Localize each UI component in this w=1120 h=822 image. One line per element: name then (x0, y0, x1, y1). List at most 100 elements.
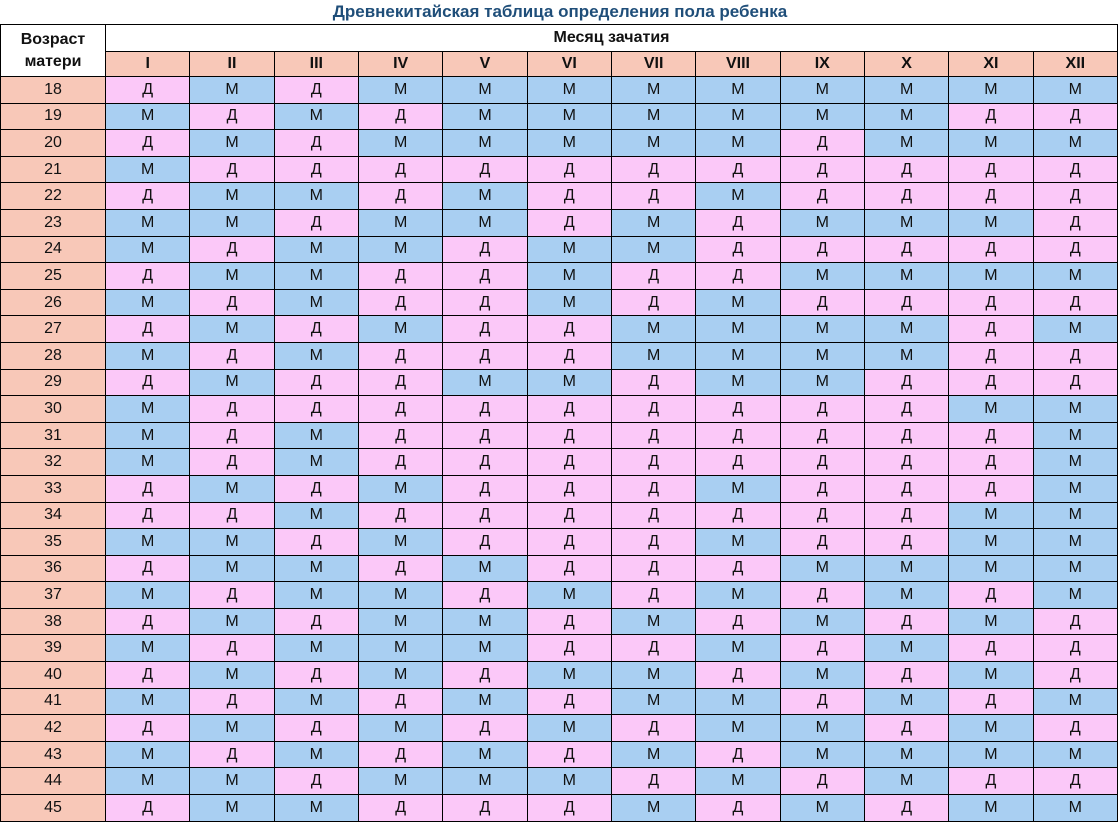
gender-cell: М (273, 634, 359, 663)
gender-cell: М (1032, 794, 1119, 822)
gender-cell: М (189, 262, 275, 290)
age-cell: 40 (0, 661, 106, 689)
gender-cell: Д (948, 288, 1034, 317)
gender-cell: Д (526, 421, 612, 450)
gender-cell: Д (189, 501, 275, 530)
gender-cell: Д (526, 687, 612, 716)
gender-cell: Д (104, 714, 191, 742)
gender-cell: М (695, 76, 781, 104)
age-cell: 44 (0, 767, 106, 796)
gender-cell: М (695, 634, 781, 663)
gender-cell: М (1032, 448, 1119, 476)
gender-cell: М (357, 208, 444, 237)
gender-cell: Д (189, 740, 275, 769)
gender-cell: М (610, 76, 697, 104)
gender-cell: М (1032, 687, 1119, 716)
gender-cell: М (948, 714, 1034, 742)
table-row: 39 М Д М М М Д Д М Д М Д Д (0, 634, 1119, 663)
gender-cell: Д (1032, 182, 1119, 210)
age-column-header: Возраст матери (0, 24, 106, 77)
gender-cell: М (104, 341, 191, 370)
age-cell: 30 (0, 395, 106, 423)
gender-cell: М (442, 76, 528, 104)
gender-cell: М (695, 581, 781, 609)
gender-cell: М (779, 315, 865, 343)
gender-cell: Д (863, 607, 950, 636)
gender-cell: М (948, 129, 1034, 157)
gender-cell: Д (610, 474, 697, 503)
gender-cell: Д (1032, 634, 1119, 663)
gender-cell: Д (442, 581, 528, 609)
age-cell: 28 (0, 341, 106, 370)
gender-cell: Д (1032, 368, 1119, 397)
table-row: 45 Д М М Д Д Д М Д М Д М М (0, 794, 1119, 822)
table-row: 29 Д М Д Д М М Д М М Д Д Д (0, 368, 1119, 397)
gender-cell: М (526, 661, 612, 689)
gender-cell: Д (442, 714, 528, 742)
gender-cell: М (357, 581, 444, 609)
gender-cell: Д (526, 501, 612, 530)
age-cell: 43 (0, 740, 106, 769)
gender-cell: Д (779, 288, 865, 317)
gender-cell: Д (273, 315, 359, 343)
gender-cell: М (526, 235, 612, 264)
gender-cell: Д (610, 554, 697, 583)
gender-cell: М (695, 714, 781, 742)
gender-cell: М (357, 235, 444, 264)
gender-cell: Д (273, 474, 359, 503)
gender-cell: М (273, 182, 359, 210)
gender-cell: Д (610, 421, 697, 450)
gender-cell: М (189, 528, 275, 556)
gender-cell: М (1032, 581, 1119, 609)
gender-cell: Д (779, 501, 865, 530)
gender-cell: М (104, 102, 191, 131)
gender-cell: М (357, 661, 444, 689)
gender-cell: М (948, 208, 1034, 237)
table-row: 26 М Д М Д Д М Д М Д Д Д Д (0, 288, 1119, 317)
gender-cell: Д (104, 794, 191, 822)
gender-cell: Д (695, 155, 781, 184)
gender-cell: Д (442, 794, 528, 822)
gender-cell: Д (779, 687, 865, 716)
gender-cell: Д (779, 448, 865, 476)
gender-cell: М (779, 607, 865, 636)
gender-cell: М (189, 474, 275, 503)
gender-cell: Д (357, 155, 444, 184)
gender-cell: М (948, 607, 1034, 636)
gender-cell: Д (526, 182, 612, 210)
gender-cell: Д (948, 448, 1034, 476)
age-cell: 20 (0, 129, 106, 157)
age-cell: 19 (0, 102, 106, 131)
age-cell: 41 (0, 687, 106, 716)
gender-cell: Д (104, 129, 191, 157)
gender-cell: Д (357, 740, 444, 769)
gender-cell: Д (442, 262, 528, 290)
gender-cell: М (948, 528, 1034, 556)
gender-cell: М (779, 341, 865, 370)
gender-cell: Д (948, 341, 1034, 370)
gender-cell: Д (442, 528, 528, 556)
gender-cell: М (189, 661, 275, 689)
gender-cell: М (104, 687, 191, 716)
gender-cell: Д (948, 581, 1034, 609)
gender-cell: Д (863, 288, 950, 317)
gender-cell: М (948, 262, 1034, 290)
gender-cell: М (273, 794, 359, 822)
gender-cell: Д (189, 421, 275, 450)
gender-cell: М (863, 315, 950, 343)
gender-cell: Д (695, 501, 781, 530)
gender-cell: М (442, 634, 528, 663)
gender-cell: М (610, 235, 697, 264)
gender-cell: Д (779, 155, 865, 184)
gender-cell: М (863, 208, 950, 237)
gender-cell: Д (442, 235, 528, 264)
gender-cell: М (1032, 740, 1119, 769)
gender-cell: Д (948, 102, 1034, 131)
gender-cell: М (863, 740, 950, 769)
gender-cell: Д (695, 740, 781, 769)
table-row: 20 Д М Д М М М М М Д М М М (0, 129, 1119, 157)
gender-cell: Д (526, 607, 612, 636)
month-header: IV (357, 51, 444, 77)
gender-cell: М (189, 208, 275, 237)
gender-cell: М (273, 262, 359, 290)
